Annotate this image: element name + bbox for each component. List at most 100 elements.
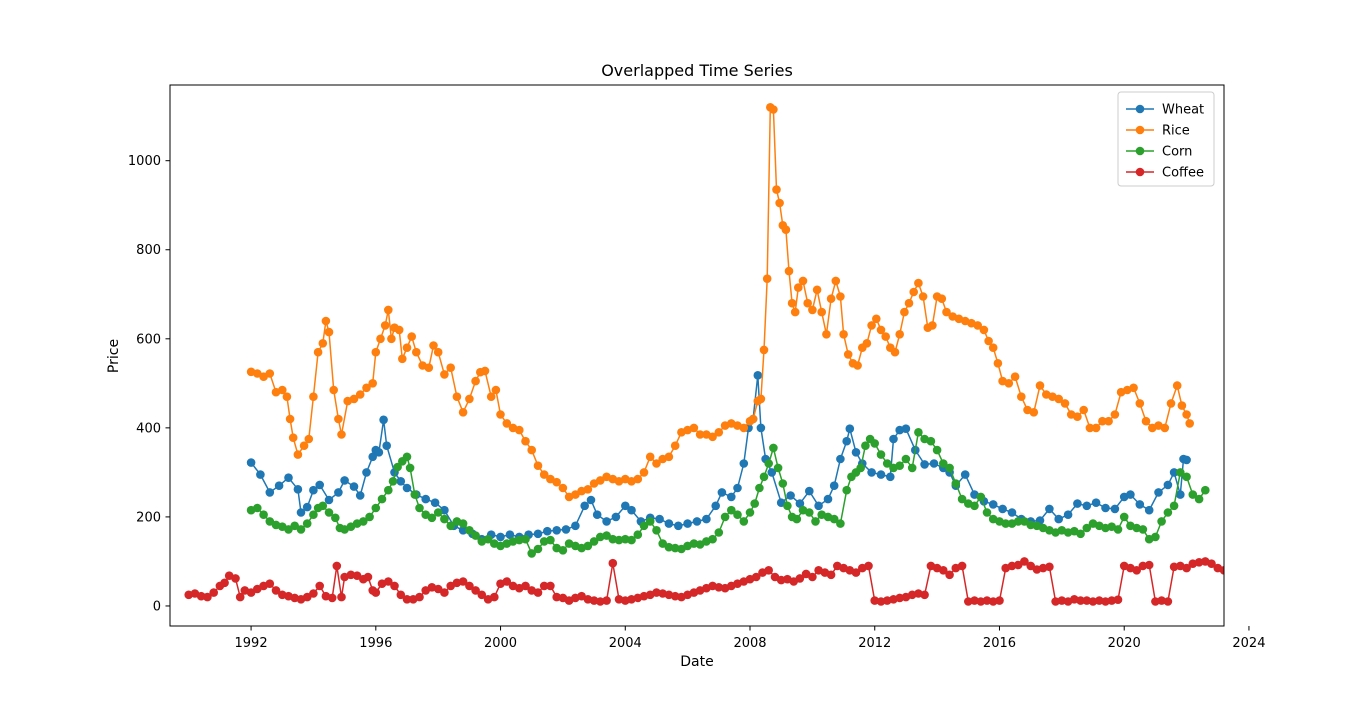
data-point-wheat	[362, 468, 371, 477]
data-point-coffee	[458, 577, 468, 586]
data-point-coffee	[1107, 596, 1116, 605]
data-point-corn	[1163, 508, 1173, 517]
data-point-rice	[928, 321, 937, 330]
data-point-rice	[772, 185, 781, 194]
data-point-corn	[402, 452, 412, 462]
data-point-corn	[521, 534, 530, 544]
data-point-rice	[979, 325, 989, 335]
data-point-rice	[862, 339, 872, 348]
data-point-coffee	[602, 596, 611, 605]
data-point-rice	[321, 316, 331, 326]
data-point-wheat	[786, 491, 795, 500]
data-point-rice	[714, 428, 724, 437]
y-tick-label: 600	[136, 332, 161, 347]
data-point-wheat	[836, 454, 845, 464]
data-point-corn	[755, 483, 764, 493]
legend-item-coffee: Coffee	[1126, 166, 1204, 181]
data-point-rice	[867, 321, 876, 330]
data-point-corn	[583, 541, 593, 551]
data-point-corn	[976, 492, 986, 502]
data-point-corn	[388, 477, 398, 486]
data-point-corn	[589, 537, 599, 546]
data-point-corn	[664, 542, 674, 552]
data-point-rice	[748, 414, 758, 424]
data-point-rice	[337, 430, 346, 439]
data-point-rice	[433, 347, 443, 357]
data-point-corn	[759, 472, 769, 482]
data-point-rice	[552, 477, 561, 487]
data-point-corn	[907, 463, 917, 473]
x-tick-label: 2012	[858, 636, 891, 651]
data-point-corn	[639, 521, 649, 531]
data-point-coffee	[315, 581, 325, 591]
data-point-rice	[265, 369, 275, 378]
data-point-coffee	[1251, 596, 1260, 605]
data-point-wheat	[309, 485, 318, 495]
data-point-wheat	[1144, 505, 1154, 515]
data-point-corn	[1188, 490, 1198, 499]
data-point-corn	[876, 450, 886, 459]
data-point-wheat	[246, 458, 256, 467]
data-point-corn	[926, 436, 936, 446]
data-point-rice	[1129, 383, 1138, 393]
data-point-wheat	[845, 424, 855, 434]
data-point-wheat	[753, 371, 763, 380]
data-point-wheat	[756, 423, 766, 433]
data-point-rice	[394, 325, 404, 335]
y-tick-label: 0	[153, 599, 161, 614]
data-point-coffee	[533, 588, 543, 597]
data-point-coffee	[396, 590, 406, 600]
data-point-coffee	[939, 566, 948, 575]
data-point-wheat	[998, 504, 1007, 514]
data-point-coffee	[231, 574, 240, 583]
data-point-corn	[750, 499, 759, 508]
legend-item-rice: Rice	[1126, 124, 1190, 139]
data-point-wheat	[692, 517, 702, 526]
data-point-coffee	[521, 581, 530, 591]
data-point-rice	[521, 436, 530, 446]
data-point-wheat	[611, 512, 621, 522]
data-point-coffee	[1288, 593, 1297, 602]
legend-box	[1117, 91, 1215, 187]
data-point-corn	[769, 443, 778, 453]
data-point-coffee	[433, 584, 443, 594]
data-point-rice	[918, 292, 928, 301]
data-point-corn	[371, 503, 381, 513]
series-line-rice	[250, 106, 1191, 498]
y-axis-label: Price	[106, 339, 122, 373]
data-point-coffee	[384, 577, 393, 586]
data-point-coffee	[235, 592, 245, 602]
data-point-wheat	[379, 415, 388, 425]
data-point-corn	[783, 501, 792, 511]
data-point-rice	[558, 483, 568, 493]
data-point-coffee	[1057, 596, 1067, 605]
data-point-rice	[836, 292, 845, 301]
data-point-rice	[380, 321, 390, 330]
data-point-rice	[1185, 419, 1194, 428]
data-point-rice	[988, 343, 998, 353]
data-point-coffee	[1076, 596, 1085, 605]
data-point-wheat	[580, 501, 589, 511]
data-point-rice	[812, 285, 822, 295]
data-point-corn	[1082, 523, 1092, 533]
data-point-coffee	[1245, 562, 1254, 571]
x-tick-label: 2020	[1108, 636, 1141, 651]
data-point-rice	[583, 485, 593, 494]
data-point-wheat	[1126, 490, 1135, 499]
data-point-coffee	[714, 583, 724, 592]
series-rice	[246, 103, 1194, 502]
y-tick-label: 200	[136, 510, 161, 525]
data-point-wheat	[733, 483, 742, 493]
data-point-corn	[1113, 525, 1123, 534]
data-point-corn	[1151, 532, 1160, 542]
data-point-rice	[480, 366, 490, 376]
data-point-rice	[362, 383, 371, 393]
data-point-wheat	[430, 498, 440, 508]
data-point-rice	[904, 298, 914, 308]
data-point-coffee	[1238, 563, 1247, 572]
plot-frame	[169, 84, 1225, 627]
data-point-wheat	[1154, 488, 1163, 497]
series-coffee	[184, 557, 1297, 606]
data-point-rice	[1073, 412, 1082, 422]
data-point-corn	[259, 510, 268, 519]
